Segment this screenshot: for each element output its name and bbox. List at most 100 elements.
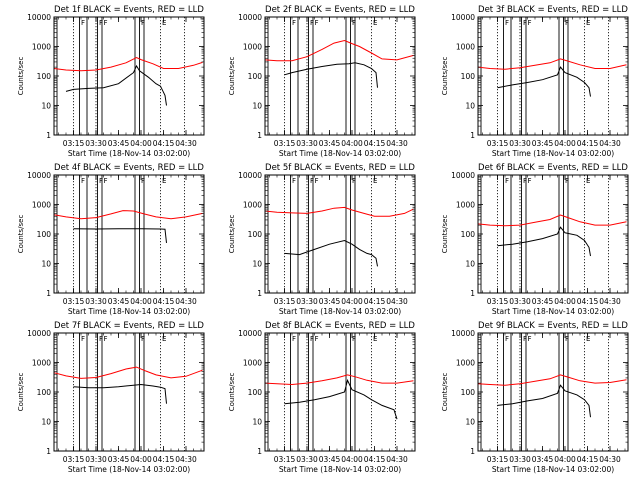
chart-panel-9: Det 9f BLACK = Events, RED = LLD Counts/s… <box>441 321 629 474</box>
x-tick-label: 03:45 <box>108 297 130 306</box>
x-tick-label: 03:30 <box>509 297 531 306</box>
plot-frame <box>477 332 629 452</box>
x-tick-label: 03:45 <box>532 297 554 306</box>
x-tick-label: 04:00 <box>130 455 152 464</box>
x-axis-label: Start Time (18-Nov-14 03:02:00) <box>279 307 401 316</box>
interval-flag-letter: E <box>162 177 166 185</box>
interval-flag-letter: F <box>523 177 527 185</box>
series-line-events <box>497 226 591 257</box>
y-tick-label: 100 <box>248 230 263 239</box>
interval-flag-letter: F <box>528 177 532 185</box>
y-tick-label: 1000 <box>456 201 475 210</box>
interval-flag-letter: F <box>104 19 108 27</box>
x-tick-label: 04:00 <box>130 297 152 306</box>
y-tick-label: 1000 <box>243 201 262 210</box>
chart-title: Det 4f BLACK = Events, RED = LLD <box>54 163 204 173</box>
interval-flag-letter: F <box>141 19 145 27</box>
y-axis-label: Counts/sec <box>228 373 236 412</box>
y-axis-label: Counts/sec <box>441 215 449 254</box>
chart-panel-8: Det 8f BLACK = Events, RED = LLD Counts/s… <box>228 321 416 474</box>
interval-flag-letter: E <box>162 19 166 27</box>
y-axis-label: Counts/sec <box>17 215 25 254</box>
y-tick-label: 10 <box>252 102 262 111</box>
y-axis-label: Counts/sec <box>441 373 449 412</box>
interval-flag-letter: F <box>99 19 103 27</box>
y-tick-label: 1 <box>257 289 262 298</box>
x-tick-label: 04:00 <box>341 455 363 464</box>
x-tick-label: 04:30 <box>599 455 621 464</box>
y-tick-label: 1000 <box>456 43 475 52</box>
x-tick-label: 04:15 <box>153 297 175 306</box>
series-line-events <box>73 383 167 404</box>
interval-flag-letter: F <box>104 177 108 185</box>
y-tick-label: 100 <box>248 72 263 81</box>
x-tick-label: 03:15 <box>487 297 509 306</box>
y-tick-label: 10000 <box>27 329 51 338</box>
interval-flag-letter: F <box>99 335 103 343</box>
x-tick-label: 03:15 <box>274 455 296 464</box>
interval-flag-letter: F <box>292 19 296 27</box>
interval-flag-letter: E <box>586 177 590 185</box>
x-tick-label: 03:30 <box>509 139 531 148</box>
y-tick-label: 1000 <box>32 359 51 368</box>
y-tick-label: 1 <box>257 447 262 456</box>
y-tick-label: 1 <box>470 447 475 456</box>
chart-title: Det 8f BLACK = Events, RED = LLD <box>265 321 415 331</box>
interval-flag-letter: F <box>528 19 532 27</box>
series-line-events <box>73 228 167 243</box>
plot-frame <box>53 332 205 452</box>
x-tick-label: 04:30 <box>175 139 197 148</box>
chart-title: Det 3f BLACK = Events, RED = LLD <box>478 5 628 15</box>
x-tick-label: 04:30 <box>386 297 408 306</box>
interval-flag-letter: F <box>81 177 85 185</box>
x-axis-label: Start Time (18-Nov-14 03:02:00) <box>279 465 401 474</box>
interval-flag-letter: F <box>310 335 314 343</box>
interval-flag-letter: E <box>373 19 377 27</box>
interval-flag-letter: E <box>586 335 590 343</box>
y-tick-label: 1000 <box>32 43 51 52</box>
y-tick-label: 1 <box>46 447 51 456</box>
interval-flag-letter: F <box>352 177 356 185</box>
x-tick-label: 03:15 <box>274 139 296 148</box>
interval-flag-letter: F <box>310 19 314 27</box>
x-tick-label: 03:30 <box>85 139 107 148</box>
interval-flag-letter: F <box>315 335 319 343</box>
x-tick-label: 03:15 <box>487 455 509 464</box>
series-line-events <box>65 64 167 106</box>
y-tick-label: 10 <box>465 102 475 111</box>
y-tick-label: 10000 <box>27 171 51 180</box>
x-tick-label: 04:00 <box>341 139 363 148</box>
chart-panel-2: Det 2f BLACK = Events, RED = LLD Counts/s… <box>228 5 416 158</box>
x-tick-label: 03:30 <box>296 455 318 464</box>
x-tick-label: 03:30 <box>509 455 531 464</box>
y-tick-label: 10 <box>41 260 51 269</box>
interval-flag-letter: F <box>81 19 85 27</box>
series-line-lld <box>477 374 627 386</box>
x-tick-label: 03:45 <box>108 455 130 464</box>
y-tick-label: 10000 <box>238 13 262 22</box>
chart-title: Det 5f BLACK = Events, RED = LLD <box>265 163 415 173</box>
chart-panel-5: Det 5f BLACK = Events, RED = LLD Counts/s… <box>228 163 416 316</box>
x-tick-label: 03:45 <box>319 139 341 148</box>
y-tick-label: 100 <box>37 388 52 397</box>
chart-title: Det 7f BLACK = Events, RED = LLD <box>54 321 204 331</box>
x-tick-label: 04:00 <box>130 139 152 148</box>
y-tick-label: 1 <box>46 289 51 298</box>
y-tick-label: 1000 <box>243 359 262 368</box>
x-tick-label: 03:30 <box>296 139 318 148</box>
x-tick-label: 03:45 <box>319 297 341 306</box>
series-line-events <box>497 384 591 418</box>
series-line-lld <box>53 210 203 220</box>
series-line-events <box>284 378 398 420</box>
y-tick-label: 10000 <box>451 13 475 22</box>
x-tick-label: 03:15 <box>487 139 509 148</box>
plot-frame <box>264 174 416 294</box>
x-tick-label: 04:30 <box>599 297 621 306</box>
series-line-lld <box>264 206 414 217</box>
x-tick-label: 03:15 <box>63 139 85 148</box>
series-line-events <box>284 239 378 267</box>
x-tick-label: 04:30 <box>175 297 197 306</box>
interval-flag-letter: F <box>292 177 296 185</box>
x-tick-label: 04:15 <box>153 455 175 464</box>
